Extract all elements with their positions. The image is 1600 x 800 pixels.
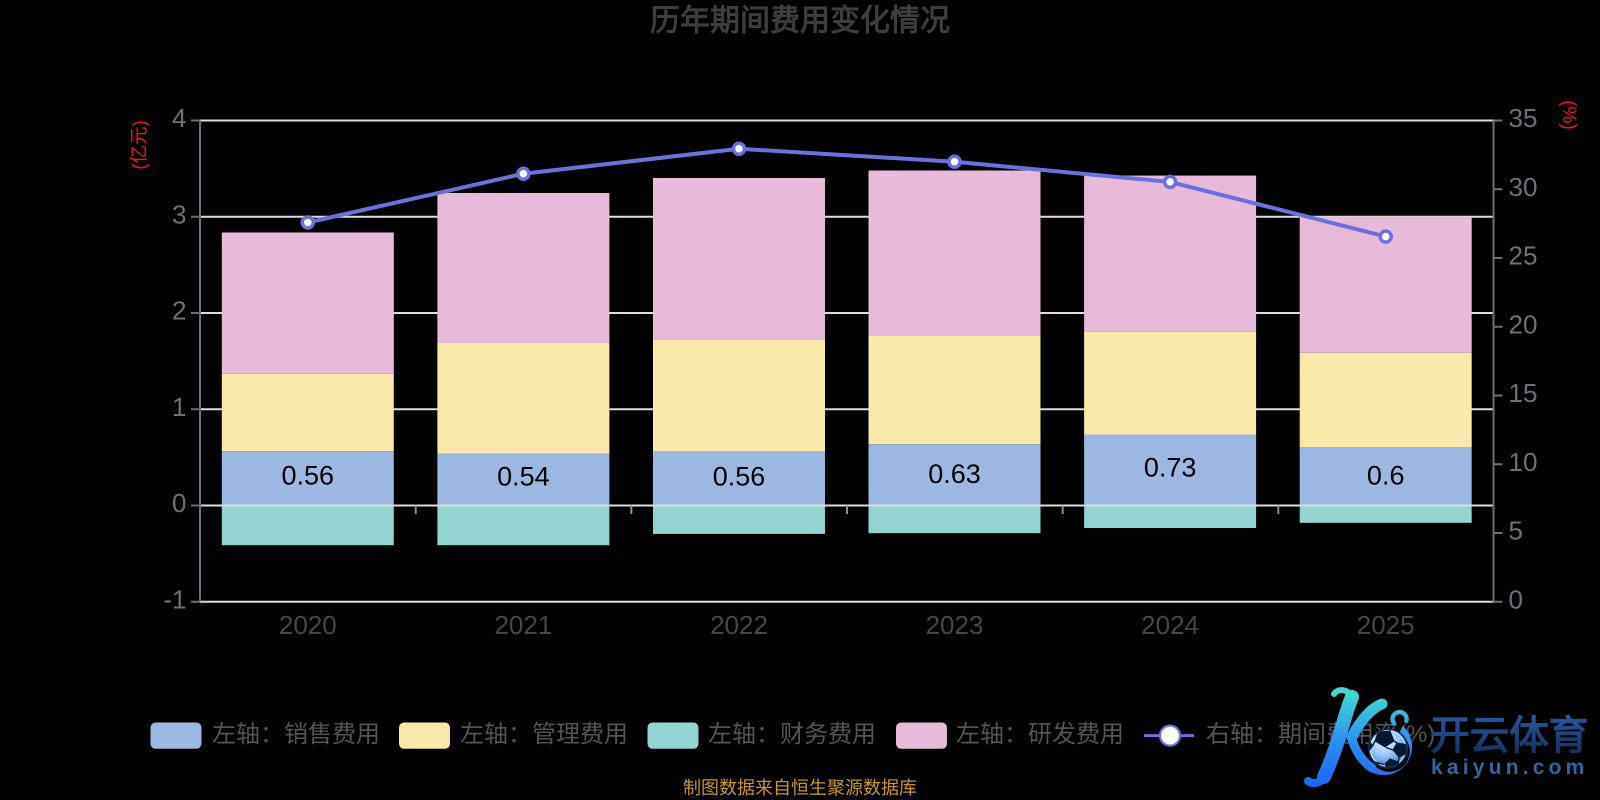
svg-text:0.54: 0.54 xyxy=(497,461,550,491)
svg-text:2023: 2023 xyxy=(926,610,984,640)
svg-text:(%): (%) xyxy=(1558,100,1579,130)
svg-text:10: 10 xyxy=(1509,447,1538,477)
svg-text:0.56: 0.56 xyxy=(282,460,335,490)
svg-text:0.6: 0.6 xyxy=(1367,460,1405,490)
svg-text:4: 4 xyxy=(172,103,186,133)
svg-text:kaiyun.com: kaiyun.com xyxy=(1431,756,1589,779)
svg-text:(亿元): (亿元) xyxy=(129,120,150,169)
svg-text:5: 5 xyxy=(1509,516,1523,546)
svg-text:左轴：财务费用: 左轴：财务费用 xyxy=(708,721,876,748)
svg-text:左轴：管理费用: 左轴：管理费用 xyxy=(460,721,628,748)
svg-text:15: 15 xyxy=(1509,378,1538,408)
svg-text:0.63: 0.63 xyxy=(928,459,981,489)
svg-text:30: 30 xyxy=(1509,172,1538,202)
svg-text:制图数据来自恒生聚源数据库: 制图数据来自恒生聚源数据库 xyxy=(683,778,917,798)
svg-text:开云体育: 开云体育 xyxy=(1430,714,1588,758)
svg-text:0.56: 0.56 xyxy=(713,461,766,491)
svg-text:1: 1 xyxy=(172,392,186,422)
svg-text:2021: 2021 xyxy=(494,610,552,640)
svg-text:-1: -1 xyxy=(163,584,186,614)
svg-text:2025: 2025 xyxy=(1357,610,1415,640)
svg-text:左轴：研发费用: 左轴：研发费用 xyxy=(956,721,1124,748)
svg-text:35: 35 xyxy=(1509,103,1538,133)
svg-text:20: 20 xyxy=(1509,309,1538,339)
svg-text:2024: 2024 xyxy=(1141,610,1199,640)
svg-text:左轴：销售费用: 左轴：销售费用 xyxy=(212,721,380,748)
svg-text:0: 0 xyxy=(172,488,186,518)
svg-text:2020: 2020 xyxy=(279,610,337,640)
svg-text:历年期间费用变化情况: 历年期间费用变化情况 xyxy=(650,4,950,38)
svg-text:25: 25 xyxy=(1509,241,1538,271)
svg-text:2022: 2022 xyxy=(710,610,768,640)
svg-text:3: 3 xyxy=(172,199,186,229)
svg-text:0: 0 xyxy=(1509,584,1523,614)
svg-text:0.73: 0.73 xyxy=(1144,453,1197,483)
svg-text:2: 2 xyxy=(172,296,186,326)
